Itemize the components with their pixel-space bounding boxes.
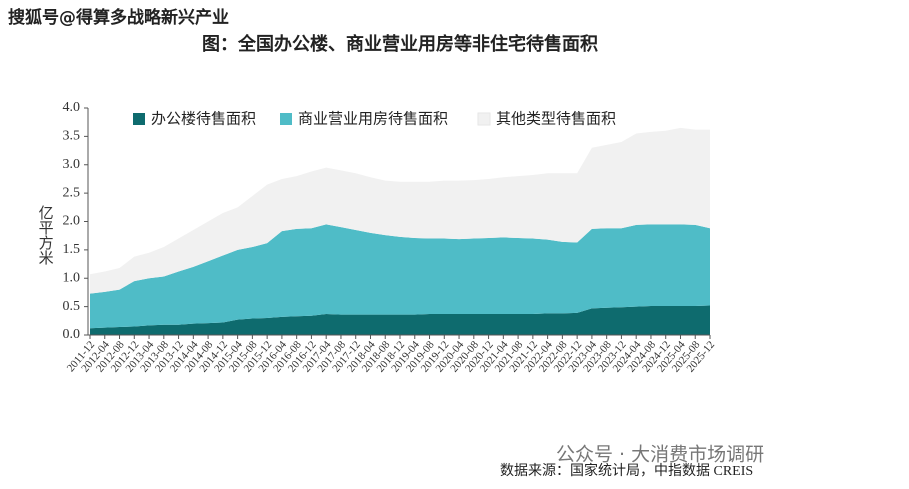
legend-label: 办公楼待售面积	[151, 110, 256, 127]
y-tick-label: 0.5	[63, 299, 81, 314]
y-tick-label: 2.5	[63, 185, 81, 200]
y-tick-label: 1.0	[63, 270, 81, 285]
y-axis-label: 亿平方米	[37, 205, 54, 265]
y-tick-label: 2.0	[63, 214, 81, 229]
chart-title: 图：全国办公楼、商业营业用房等非住宅待售面积	[202, 33, 598, 55]
y-tick-label: 1.5	[63, 242, 81, 257]
source-note: 数据来源：国家统计局，中指数据 CREIS	[500, 462, 753, 479]
y-tick-label: 0.0	[63, 327, 81, 342]
y-tick-label: 3.5	[63, 129, 81, 144]
y-tick-label: 3.0	[63, 157, 81, 172]
legend-label: 其他类型待售面积	[496, 110, 616, 127]
legend-swatch	[477, 112, 491, 126]
legend-swatch	[133, 113, 145, 125]
footer-watermark: 公众号 · 大消费市场调研	[556, 444, 764, 466]
area	[90, 127, 710, 294]
area	[90, 305, 710, 335]
y-tick-label: 4.0	[63, 100, 81, 115]
area	[90, 224, 710, 329]
legend-swatch	[280, 113, 292, 125]
watermark: 搜狐号@得算多战略新兴产业	[8, 7, 229, 28]
legend-label: 商业营业用房待售面积	[298, 110, 448, 127]
